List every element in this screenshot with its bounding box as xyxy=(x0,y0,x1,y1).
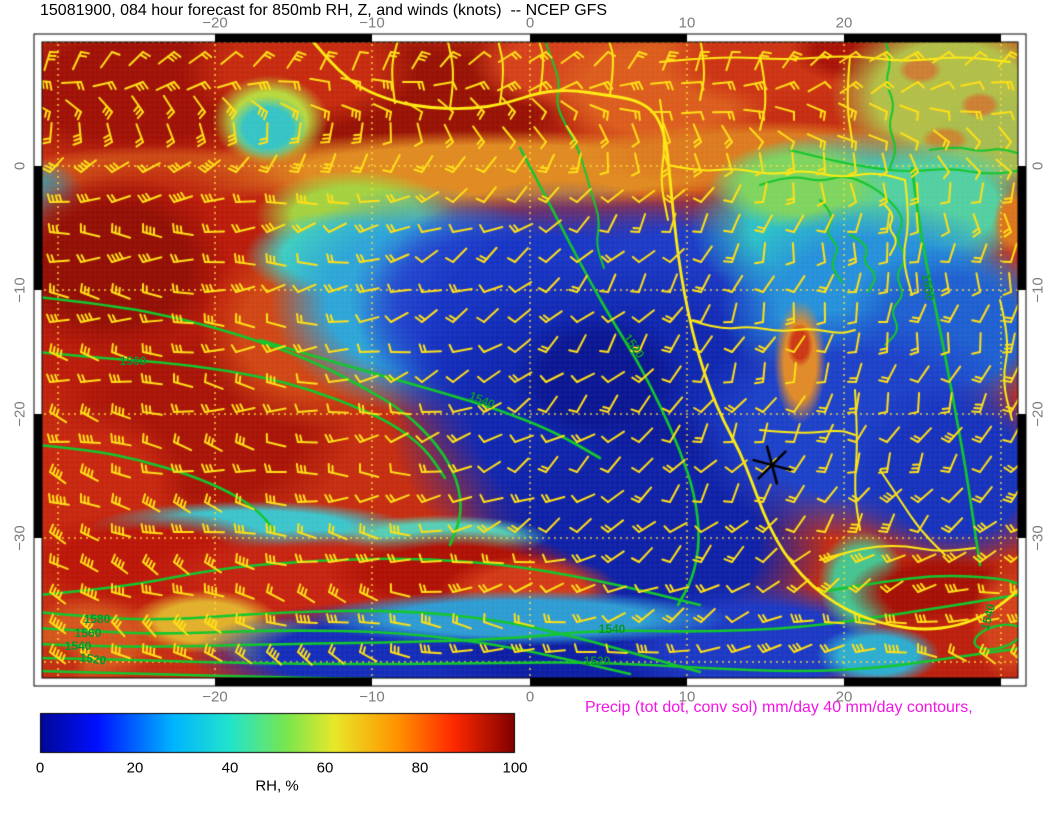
colorbar-tick-label: 100 xyxy=(502,759,528,777)
axis-tick-label-left: −20 xyxy=(11,401,29,427)
colorbar-tick-label: 0 xyxy=(35,759,45,777)
axis-tick-label-bottom: −10 xyxy=(359,688,385,706)
contour-label: 1580 xyxy=(83,612,111,626)
axis-tick-label-top: −10 xyxy=(359,14,385,32)
axis-tick-label-top: 10 xyxy=(678,14,696,32)
axis-tick-label-right: 0 xyxy=(1029,161,1047,171)
axis-tick-label-bottom: −20 xyxy=(202,688,228,706)
precip-note: Precip (tot dot, conv sol) mm/day 40 mm/… xyxy=(585,699,973,716)
axis-tick-label-left: −10 xyxy=(11,277,29,303)
axis-tick-label-bottom: 20 xyxy=(835,688,853,706)
axis-tick-label-top: −20 xyxy=(202,14,228,32)
colorbar-tick-label: 40 xyxy=(221,759,239,777)
axis-tick-label-top: 20 xyxy=(835,14,853,32)
contour-label: 1540 xyxy=(598,622,626,636)
axis-tick-label-right: −20 xyxy=(1029,401,1047,427)
colorbar-tick-label: 20 xyxy=(126,759,144,777)
contour-label: 1540 xyxy=(64,639,92,653)
colorbar-tick-label: 80 xyxy=(411,759,429,777)
contour-label: 1520 xyxy=(583,654,611,668)
axis-tick-label-top: 0 xyxy=(525,14,535,32)
axis-tick-label-left: 0 xyxy=(11,161,29,171)
colorbar-label: RH, % xyxy=(255,777,299,795)
axis-tick-label-bottom: 0 xyxy=(525,688,535,706)
axis-tick-label-bottom: 10 xyxy=(678,688,696,706)
colorbar-tick-label: 60 xyxy=(316,759,334,777)
axis-tick-label-right: −10 xyxy=(1029,277,1047,303)
plot-title: 15081900, 084 hour forecast for 850mb RH… xyxy=(40,2,608,19)
contour-label: 1560 xyxy=(119,354,147,368)
axis-tick-label-left: −30 xyxy=(11,525,29,551)
axis-tick-label-right: −30 xyxy=(1029,525,1047,551)
contour-label: 1560 xyxy=(74,626,102,640)
